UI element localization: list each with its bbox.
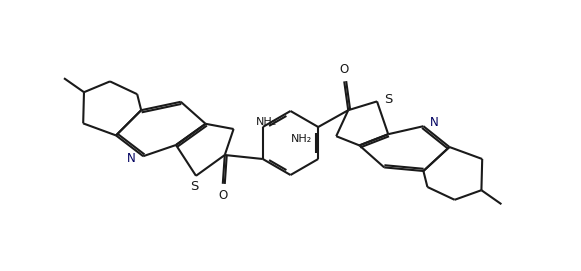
- Text: NH₂: NH₂: [256, 117, 277, 127]
- Text: N: N: [431, 117, 439, 130]
- Text: NH₂: NH₂: [291, 134, 312, 144]
- Text: S: S: [384, 93, 392, 106]
- Text: N: N: [127, 152, 135, 165]
- Text: O: O: [339, 63, 349, 76]
- Text: S: S: [190, 180, 198, 193]
- Text: O: O: [218, 189, 227, 202]
